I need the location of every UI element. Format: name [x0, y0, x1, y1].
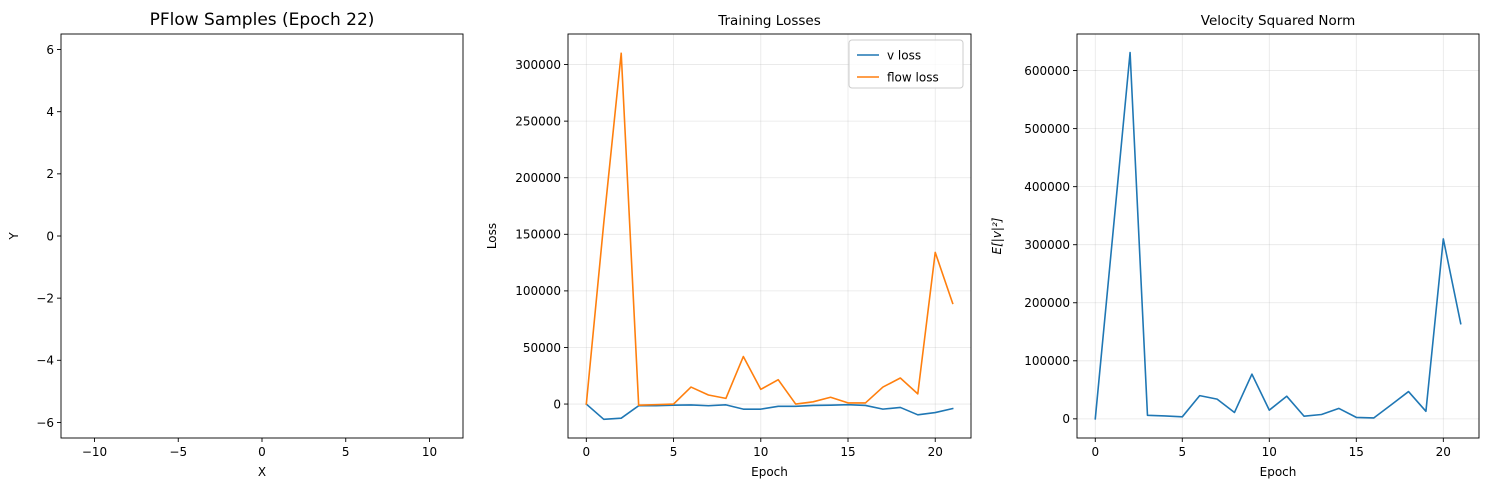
y-tick-label: 100000	[1024, 354, 1070, 368]
y-tick-label: 6	[46, 43, 54, 57]
y-tick-label: 50000	[523, 341, 561, 355]
y-tick-label: 0	[46, 229, 54, 243]
x-tick-label: 15	[840, 445, 855, 459]
x-tick-label: 10	[1262, 445, 1277, 459]
x-tick-label: 0	[582, 445, 590, 459]
y-tick-label: 150000	[515, 228, 561, 242]
y-axis-label: E[|v|²]	[990, 217, 1004, 254]
y-tick-label: 200000	[1024, 296, 1070, 310]
y-tick-label: 500000	[1024, 122, 1070, 136]
y-tick-label: −2	[36, 291, 54, 305]
legend: v loss flow loss	[848, 39, 964, 89]
y-tick-label: 600000	[1024, 64, 1070, 78]
chart-title: Training Losses	[717, 13, 821, 29]
series-line-v-loss	[585, 402, 954, 421]
axes-frame	[567, 33, 972, 439]
y-tick-label: 300000	[515, 58, 561, 72]
x-axis-label: Epoch	[1260, 465, 1297, 479]
x-tick-label: −10	[82, 445, 107, 459]
x-tick-label: 5	[1178, 445, 1186, 459]
y-tick-label: 0	[1062, 412, 1070, 426]
y-tick-label: −4	[36, 354, 54, 368]
chart-3: 0 5 10 15 20 0 100000 200000 300000 400000 500000 6…	[990, 13, 1480, 479]
chart-2: 0 5 10 15 20 0 50000 100000 150000 200000 250000 30…	[485, 13, 972, 479]
x-axis-label: X	[258, 465, 266, 479]
x-tick-label: 5	[342, 445, 350, 459]
y-tick-label: 250000	[515, 114, 561, 128]
y-tick-label: 4	[46, 105, 54, 119]
chart-1: −10 −5 0 5 10 −6 −4 −2 0 2 4 6 PFlow Samples (Epoch …	[7, 10, 464, 479]
y-tick-label: 200000	[515, 171, 561, 185]
y-tick-label: 2	[46, 167, 54, 181]
legend-label: flow loss	[887, 71, 939, 85]
series-line-1	[1094, 51, 1462, 420]
x-tick-label: 5	[670, 445, 678, 459]
chart-title: Velocity Squared Norm	[1201, 13, 1355, 29]
y-tick-label: −6	[36, 416, 54, 430]
x-tick-label: 20	[928, 445, 943, 459]
x-axis-label: Epoch	[751, 465, 788, 479]
y-axis-label: Loss	[485, 223, 499, 249]
axes-frame	[1076, 33, 1480, 439]
y-tick-label: 400000	[1024, 180, 1070, 194]
x-tick-label: 10	[422, 445, 437, 459]
x-tick-label: 20	[1436, 445, 1451, 459]
y-tick-label: 100000	[515, 284, 561, 298]
axes-frame	[60, 33, 464, 439]
x-tick-label: 0	[1091, 445, 1099, 459]
legend-box	[848, 39, 964, 89]
x-tick-label: 15	[1349, 445, 1364, 459]
legend-label: v loss	[887, 49, 921, 63]
chart-title: PFlow Samples (Epoch 22)	[150, 10, 375, 30]
x-tick-label: 10	[753, 445, 768, 459]
x-tick-label: 0	[258, 445, 266, 459]
y-tick-label: 300000	[1024, 238, 1070, 252]
x-tick-label: −5	[169, 445, 187, 459]
series-line-flow-loss	[585, 52, 954, 406]
y-axis-label: Y	[7, 232, 21, 241]
y-tick-label: 0	[553, 397, 561, 411]
